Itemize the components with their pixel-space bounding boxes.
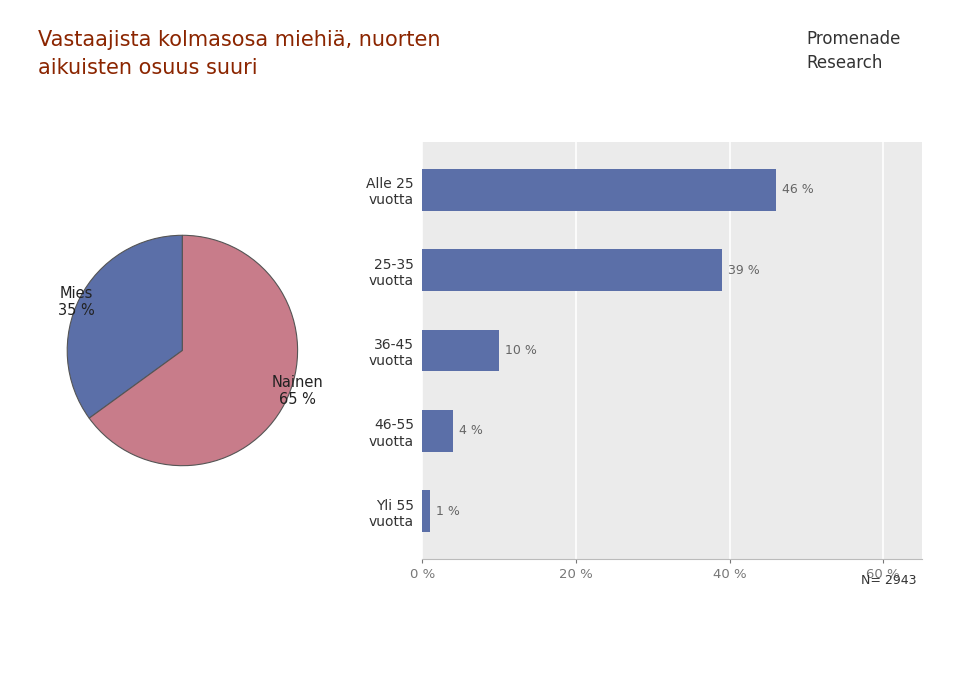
Bar (422, 490, 430, 532)
Bar (422, 410, 453, 452)
Text: N= 2943: N= 2943 (861, 574, 917, 587)
Text: 10 %: 10 % (505, 344, 538, 357)
Text: Mies
35 %: Mies 35 % (58, 286, 95, 318)
Text: 4 %: 4 % (459, 425, 483, 437)
Bar (422, 169, 776, 211)
Text: 46 %: 46 % (781, 183, 813, 196)
Text: 6: 6 (915, 634, 926, 652)
Text: Perustiedot: Perustiedot (24, 636, 95, 650)
Wedge shape (89, 235, 298, 466)
Text: 1 %: 1 % (436, 505, 460, 518)
Bar (422, 330, 499, 371)
Wedge shape (67, 235, 182, 418)
Text: Nainen
65 %: Nainen 65 % (272, 375, 324, 407)
Text: 39 %: 39 % (728, 264, 759, 276)
Bar (422, 249, 722, 291)
Text: Valtakunnallinen vuokratyöntekijätutkimus 2007: Valtakunnallinen vuokratyöntekijätutkimu… (576, 636, 879, 650)
Text: Vastaajista kolmasosa miehiä, nuorten
aikuisten osuus suuri: Vastaajista kolmasosa miehiä, nuorten ai… (38, 30, 441, 78)
Text: Promenade
Research: Promenade Research (806, 30, 900, 72)
